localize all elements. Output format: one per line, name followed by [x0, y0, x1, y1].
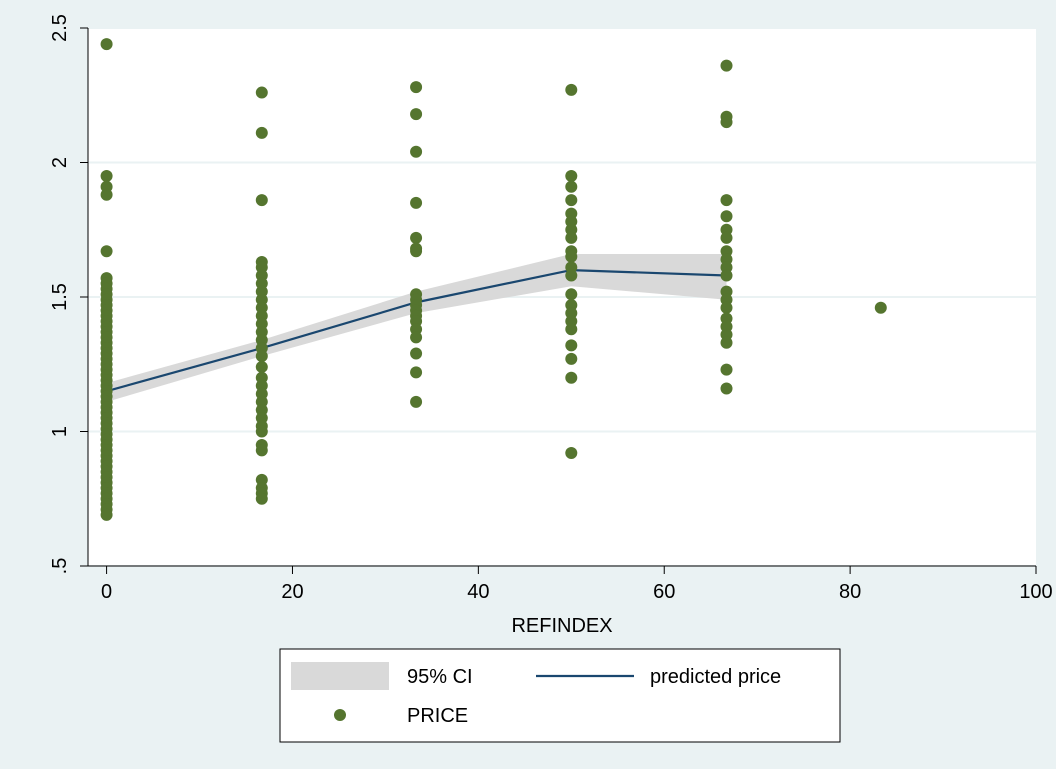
price-point-139: [720, 382, 733, 395]
price-point-108: [565, 250, 578, 263]
x-tick-label-2: 40: [467, 581, 489, 603]
price-point-100: [565, 169, 578, 182]
price-point-97: [410, 366, 423, 379]
price-point-126: [720, 231, 733, 244]
axes: .5 1 1.5 2 2.5 0 20 40 60 80 100: [49, 14, 1053, 603]
price-point-84: [410, 196, 423, 209]
price-point-98: [410, 395, 423, 408]
price-point-82: [410, 108, 423, 121]
legend-line-label: predicted price: [650, 666, 781, 688]
price-point-120: [720, 59, 733, 72]
price-point-101: [565, 180, 578, 193]
y-tick-label-4: 2.5: [49, 14, 71, 42]
price-point-76: [255, 444, 268, 457]
legend-point-swatch: [334, 709, 346, 721]
price-point-87: [410, 245, 423, 258]
price-point-99: [565, 83, 578, 96]
price-point-80: [255, 492, 268, 505]
price-point-140: [874, 301, 887, 314]
ci-band-layer: [106, 253, 727, 402]
price-point-0: [100, 38, 113, 51]
price-point-138: [720, 363, 733, 376]
price-point-65: [255, 350, 268, 363]
price-point-66: [255, 360, 268, 373]
legend-ci-label: 95% CI: [407, 666, 473, 688]
price-point-110: [565, 269, 578, 282]
price-point-50: [255, 86, 268, 99]
y-tick-label-3: 2: [49, 157, 71, 168]
price-point-49: [100, 508, 113, 521]
price-point-130: [720, 269, 733, 282]
legend: 95% CI predicted price PRICE: [279, 648, 841, 743]
price-point-4: [100, 245, 113, 258]
price-point-117: [565, 352, 578, 365]
price-point-81: [410, 81, 423, 94]
price-point-116: [565, 339, 578, 352]
price-point-124: [720, 210, 733, 223]
price-point-74: [255, 425, 268, 438]
y-tick-label-1: 1: [49, 426, 71, 437]
x-tick-label-5: 100: [1019, 581, 1052, 603]
price-point-85: [410, 231, 423, 244]
price-point-51: [255, 126, 268, 139]
price-point-122: [720, 116, 733, 129]
ci-band: [106, 253, 727, 402]
x-tick-label-1: 20: [281, 581, 303, 603]
x-tick-label-4: 80: [839, 581, 861, 603]
legend-ci-swatch: [291, 662, 389, 690]
y-tick-label-0: .5: [49, 558, 71, 575]
price-point-115: [565, 323, 578, 336]
price-point-137: [720, 336, 733, 349]
price-point-123: [720, 194, 733, 207]
price-point-52: [255, 194, 268, 207]
price-point-83: [410, 145, 423, 158]
price-point-111: [565, 288, 578, 301]
x-tick-label-0: 0: [101, 581, 112, 603]
y-tick-label-2: 1.5: [49, 283, 71, 311]
price-point-3: [100, 188, 113, 201]
price-point-95: [410, 331, 423, 344]
price-points-layer: [100, 38, 887, 521]
x-tick-label-3: 60: [653, 581, 675, 603]
price-point-96: [410, 347, 423, 360]
price-point-118: [565, 371, 578, 384]
x-axis-title: REFINDEX: [511, 615, 612, 637]
price-point-119: [565, 447, 578, 460]
price-point-106: [565, 231, 578, 244]
legend-point-label: PRICE: [407, 705, 468, 727]
price-point-133: [720, 301, 733, 314]
price-point-1: [100, 169, 113, 182]
price-point-102: [565, 194, 578, 207]
